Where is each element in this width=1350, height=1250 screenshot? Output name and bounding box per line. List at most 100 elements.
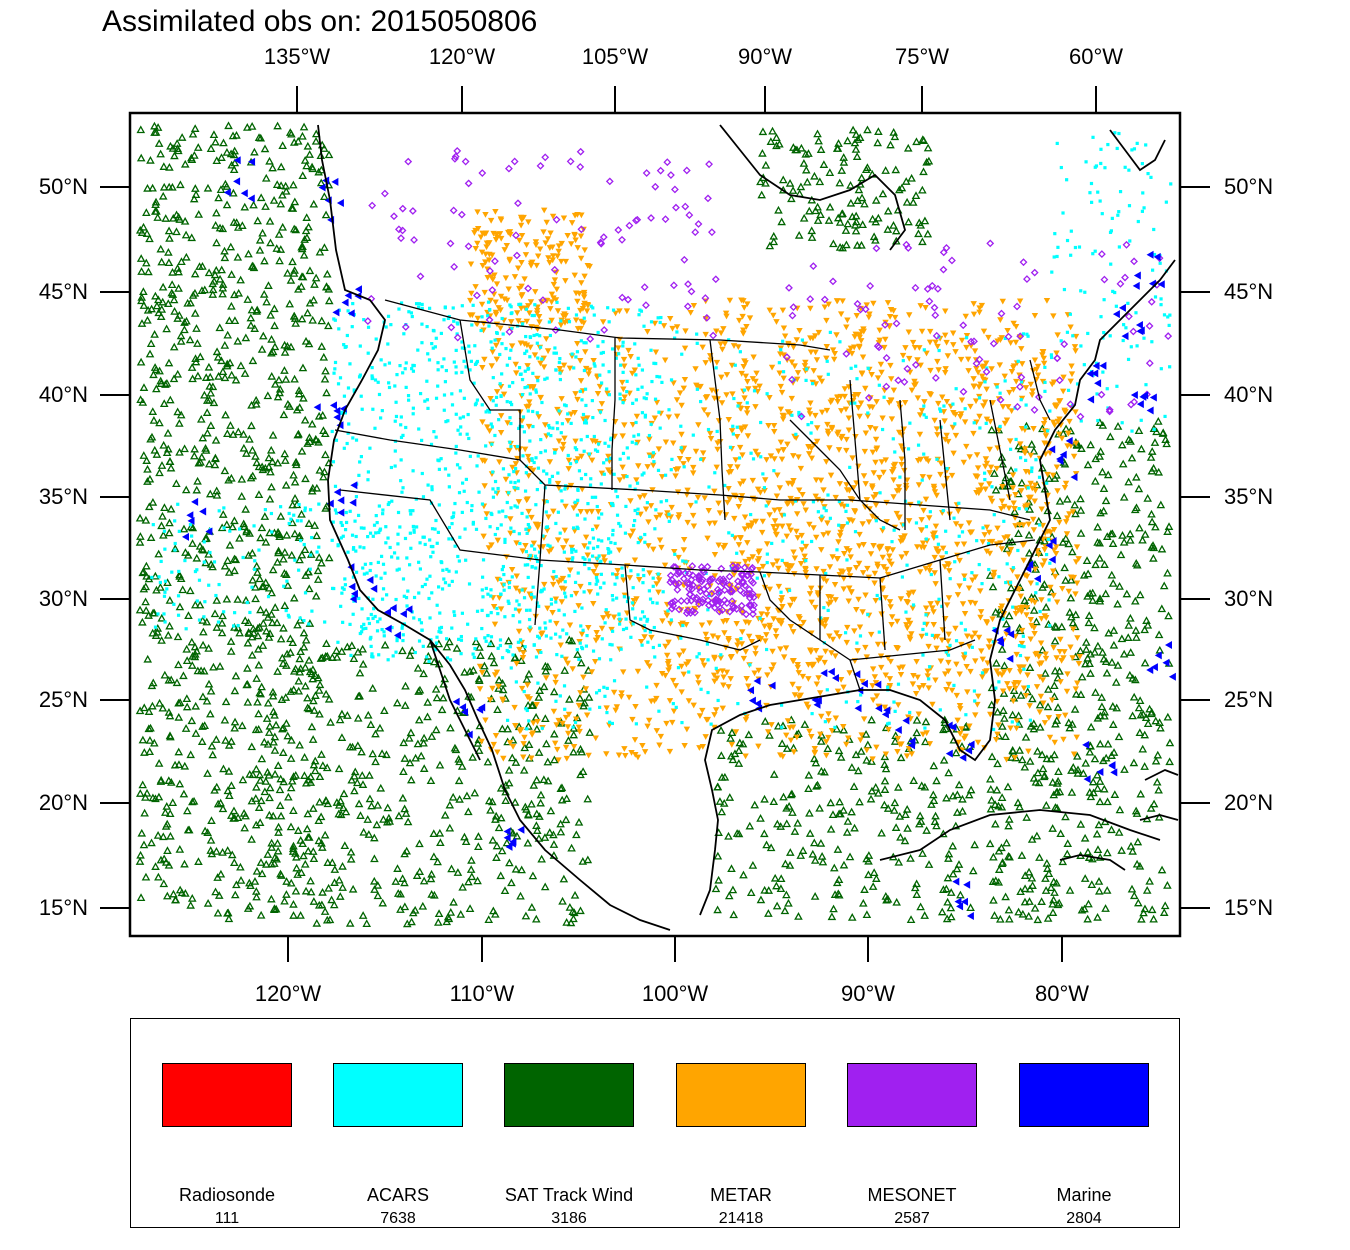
metar-point	[801, 553, 808, 560]
sat-wind-point	[1035, 535, 1045, 544]
sat-wind-point	[524, 740, 534, 748]
sat-wind-point	[1028, 694, 1037, 703]
sat-wind-point	[311, 136, 321, 145]
sat-wind-point	[1138, 710, 1148, 718]
bottom-lon-label: 90°W	[840, 981, 896, 1006]
sat-wind-point	[169, 374, 179, 383]
acars-point	[394, 414, 399, 419]
sat-wind-point	[306, 887, 316, 896]
sat-wind-point	[201, 373, 211, 381]
metar-point	[1062, 480, 1070, 487]
sat-wind-point	[775, 139, 784, 148]
sat-wind-point	[259, 581, 268, 590]
metar-point	[935, 400, 942, 407]
sat-wind-point	[1140, 625, 1149, 634]
sat-wind-point	[864, 856, 873, 865]
sat-wind-point	[279, 554, 288, 563]
sat-wind-point	[139, 703, 149, 712]
acars-point	[427, 596, 431, 601]
sat-wind-point	[163, 846, 172, 855]
metar-point	[524, 453, 532, 460]
sat-wind-point	[408, 908, 418, 917]
metar-point	[952, 521, 960, 528]
sat-wind-point	[556, 819, 565, 828]
sat-wind-point	[274, 828, 283, 836]
metar-point	[585, 752, 592, 759]
metar-point	[724, 499, 731, 506]
sat-wind-point	[274, 546, 283, 555]
sat-wind-point	[300, 415, 310, 424]
metar-point	[818, 409, 826, 416]
sat-wind-point	[766, 137, 776, 145]
metar-point	[794, 535, 801, 541]
metar-point	[717, 341, 724, 348]
sat-wind-point	[1125, 670, 1135, 679]
sat-wind-point	[230, 686, 240, 695]
metar-point	[909, 339, 917, 346]
metar-point	[851, 628, 858, 635]
metar-point	[773, 633, 780, 640]
metar-point	[906, 312, 913, 319]
sat-wind-point	[1107, 825, 1116, 834]
sat-wind-point	[1135, 861, 1145, 870]
metar-point	[753, 370, 760, 377]
sat-wind-point	[790, 827, 800, 835]
sat-wind-point	[918, 849, 927, 857]
sat-wind-point	[1129, 758, 1139, 767]
metar-point	[1054, 418, 1062, 425]
metar-point	[1049, 568, 1057, 575]
sat-wind-point	[268, 457, 277, 466]
sat-wind-point	[276, 199, 286, 208]
sat-wind-point	[302, 824, 312, 833]
sat-wind-point	[191, 729, 201, 737]
sat-wind-point	[301, 663, 310, 671]
sat-wind-point	[156, 583, 165, 591]
sat-wind-point	[144, 724, 154, 733]
metar-point	[748, 639, 756, 645]
sat-wind-point	[524, 669, 534, 678]
metar-point	[519, 548, 526, 555]
sat-wind-point	[732, 829, 742, 837]
metar-point	[802, 570, 809, 576]
sat-wind-point	[265, 156, 274, 165]
sat-wind-point	[745, 821, 755, 830]
metar-point	[952, 411, 959, 418]
sat-wind-point	[286, 878, 296, 887]
acars-point	[425, 324, 429, 329]
metar-point	[808, 445, 815, 452]
metar-point	[818, 547, 825, 553]
metar-point	[648, 634, 655, 641]
metar-point	[1062, 712, 1069, 719]
sat-wind-point	[489, 658, 499, 667]
sat-wind-point	[293, 430, 303, 439]
sat-wind-point	[1143, 493, 1152, 502]
sat-wind-point	[966, 903, 975, 912]
metar-point	[988, 498, 996, 505]
sat-wind-point	[204, 679, 214, 688]
sat-wind-point	[222, 148, 232, 156]
metar-point	[634, 754, 642, 761]
sat-wind-point	[188, 374, 197, 383]
sat-wind-point	[848, 125, 858, 134]
metar-point	[1072, 348, 1079, 355]
sat-wind-point	[230, 717, 240, 726]
metar-point	[829, 554, 836, 561]
sat-wind-point	[138, 780, 148, 789]
metar-point	[795, 686, 802, 693]
acars-point	[480, 315, 484, 319]
acars-point	[377, 504, 381, 508]
sat-wind-point	[1020, 884, 1030, 893]
metar-point	[625, 347, 632, 354]
sat-wind-point	[1156, 500, 1166, 509]
acars-point	[354, 438, 359, 442]
sat-wind-point	[263, 698, 273, 707]
sat-wind-point	[1071, 610, 1081, 619]
sat-wind-point	[1142, 886, 1152, 894]
sat-wind-point	[147, 838, 156, 847]
metar-point	[986, 638, 993, 645]
sat-wind-point	[1126, 841, 1136, 850]
metar-point	[1031, 313, 1039, 319]
acars-point	[654, 508, 658, 512]
sat-wind-point	[273, 761, 283, 769]
metar-point	[492, 342, 500, 349]
